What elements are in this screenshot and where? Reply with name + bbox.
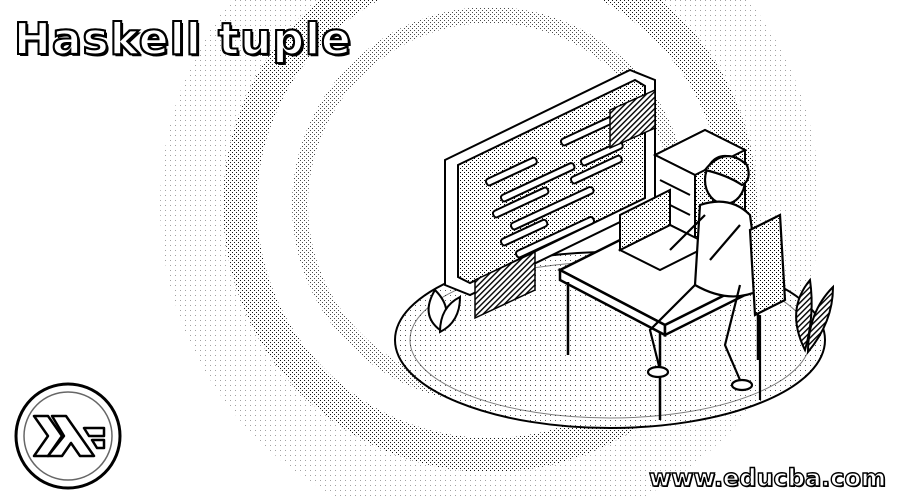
haskell-logo-icon bbox=[14, 382, 122, 490]
page-title: Haskell tuple bbox=[13, 14, 352, 65]
watermark: www.educba.com bbox=[648, 464, 886, 492]
developer-at-desk-icon bbox=[160, 0, 835, 500]
